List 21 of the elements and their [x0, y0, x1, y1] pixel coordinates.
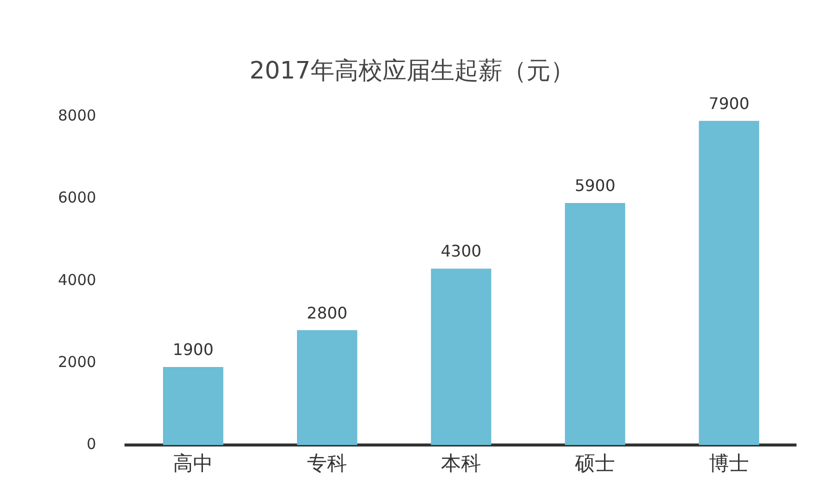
x-tick-label: 博士: [709, 451, 750, 476]
data-label: 4300: [440, 242, 482, 261]
data-label: 5900: [574, 176, 616, 196]
data-label: 7900: [708, 94, 750, 114]
y-tick-label: 6000: [58, 188, 96, 207]
x-tick-label: 硕士: [574, 451, 616, 476]
y-tick-label: 2000: [58, 352, 96, 371]
data-label: 1900: [172, 340, 214, 360]
data-label: 2800: [306, 303, 348, 322]
x-tick-label: 高中: [173, 451, 214, 476]
y-tick-label: 8000: [58, 106, 96, 125]
y-tick-label: 0: [86, 434, 96, 453]
bar: [296, 330, 358, 445]
x-tick-label: 专科: [307, 451, 348, 476]
bar: [163, 367, 224, 445]
bar: [698, 120, 760, 445]
bar: [564, 202, 626, 445]
y-tick-label: 4000: [58, 270, 96, 289]
chart-title: 2017年高校应届生起薪（元）: [249, 56, 575, 85]
x-tick-label: 本科: [441, 451, 482, 476]
bar: [430, 268, 492, 445]
